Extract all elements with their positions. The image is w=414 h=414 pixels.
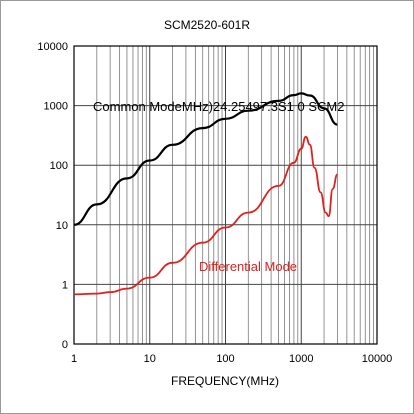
common-mode-overlay-label: Common ModeMHz)24.25497.3S1 0 SCM2 bbox=[93, 99, 344, 114]
differential-mode-label: Differential Mode bbox=[199, 259, 297, 274]
plot-border bbox=[73, 45, 378, 345]
series-layer bbox=[73, 92, 339, 296]
y-tick-label: 1 bbox=[62, 279, 68, 291]
x-axis-label: FREQUENCY(MHz) bbox=[171, 374, 279, 388]
y-tick-label: 100 bbox=[50, 160, 68, 172]
x-tick-label: 100 bbox=[216, 353, 234, 365]
differential-mode-line bbox=[73, 135, 339, 296]
y-tick-label: 1000 bbox=[44, 101, 68, 113]
chart-title: SCM2520-601R bbox=[164, 18, 250, 32]
x-tick-label: 1 bbox=[71, 353, 77, 365]
y-tick-label: 10 bbox=[56, 220, 68, 232]
x-tick-label: 1000 bbox=[289, 353, 313, 365]
common-mode-line bbox=[73, 92, 338, 226]
x-tick-label: 10 bbox=[144, 353, 156, 365]
x-tick-label: 10000 bbox=[362, 353, 393, 365]
y-tick-label: 10000 bbox=[37, 41, 68, 53]
y-tick-label: 0 bbox=[62, 339, 68, 351]
